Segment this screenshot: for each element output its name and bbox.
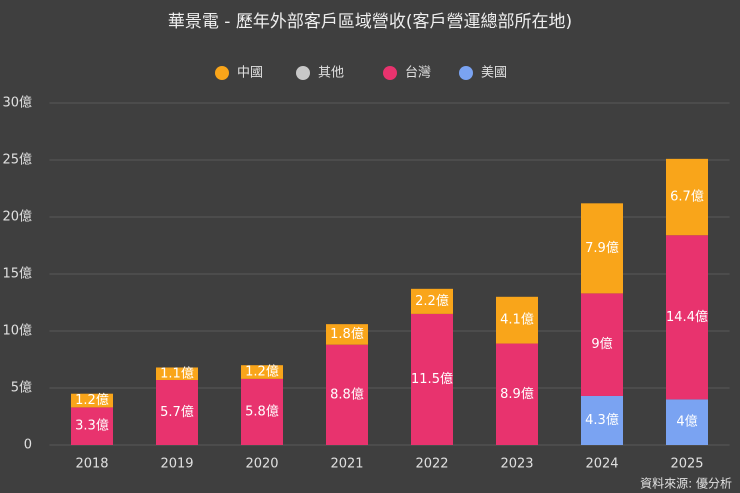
chart-title: 華景電 - 歷年外部客戶區域營收(客戶營運總部所在地) (168, 12, 572, 32)
x-tick-label: 2022 (415, 457, 448, 472)
value-label: 4億 (676, 414, 697, 430)
bar-segment (581, 203, 623, 294)
value-label: 4.3億 (585, 412, 619, 428)
y-tick-label: 20億 (2, 209, 32, 225)
bar-segment (326, 324, 368, 345)
value-label: 8.8億 (330, 386, 364, 402)
value-label: 11.5億 (411, 371, 453, 387)
value-label: 2.2億 (415, 293, 449, 309)
source: 資料來源: 優分析 (640, 477, 732, 491)
legend-marker (296, 66, 310, 80)
value-label: 3.3億 (75, 418, 109, 434)
value-label: 5.7億 (160, 404, 194, 420)
bar-segment (156, 380, 198, 445)
bar-segment (241, 378, 283, 445)
value-label: 14.4億 (666, 309, 708, 325)
bar-segment (581, 395, 623, 445)
bar-segment (241, 365, 283, 379)
x-tick-label: 2025 (670, 457, 703, 472)
y-tick-label: 10億 (2, 323, 32, 339)
value-label: 5.8億 (245, 403, 279, 419)
value-label: 4.1億 (500, 312, 534, 328)
bar-segment (411, 313, 453, 445)
y-tick-label: 15億 (2, 266, 32, 282)
bar-segment (156, 367, 198, 381)
bar-segment (666, 399, 708, 445)
bar-segment (326, 344, 368, 445)
x-tick-label: 2023 (500, 457, 533, 472)
value-label: 9億 (591, 336, 612, 352)
value-label: 1.8億 (330, 326, 364, 342)
value-label: 1.2億 (75, 392, 109, 408)
legend-label: 台灣 (405, 66, 431, 81)
x-tick-label: 2020 (245, 457, 278, 472)
legend-marker (459, 66, 473, 80)
x-tick-label: 2018 (75, 457, 108, 472)
legend-marker (215, 66, 229, 80)
y-tick-label: 25億 (2, 152, 32, 168)
bar-segment (411, 288, 453, 314)
value-label: 1.2億 (245, 364, 279, 380)
value-label: 7.9億 (585, 240, 619, 256)
bar-segment (666, 235, 708, 400)
legend-marker (383, 66, 397, 80)
value-label: 1.1億 (160, 365, 194, 381)
bar-segment (496, 296, 538, 344)
bar-segment (496, 343, 538, 445)
value-label: 6.7億 (670, 189, 704, 205)
value-label: 8.9億 (500, 386, 534, 402)
y-tick-label: 5億 (11, 380, 32, 396)
x-tick-label: 2019 (160, 457, 193, 472)
x-tick-label: 2021 (330, 457, 363, 472)
bar-segment (666, 158, 708, 236)
y-tick-label: 0 (24, 438, 32, 453)
y-tick-label: 30億 (2, 95, 32, 111)
x-tick-label: 2024 (585, 457, 618, 472)
bar-segment (71, 407, 113, 445)
bar-segment (71, 393, 113, 408)
legend-label: 中國 (237, 66, 263, 81)
legend-label: 其他 (318, 66, 344, 81)
legend-label: 美國 (481, 66, 507, 81)
bar-segment (581, 293, 623, 396)
